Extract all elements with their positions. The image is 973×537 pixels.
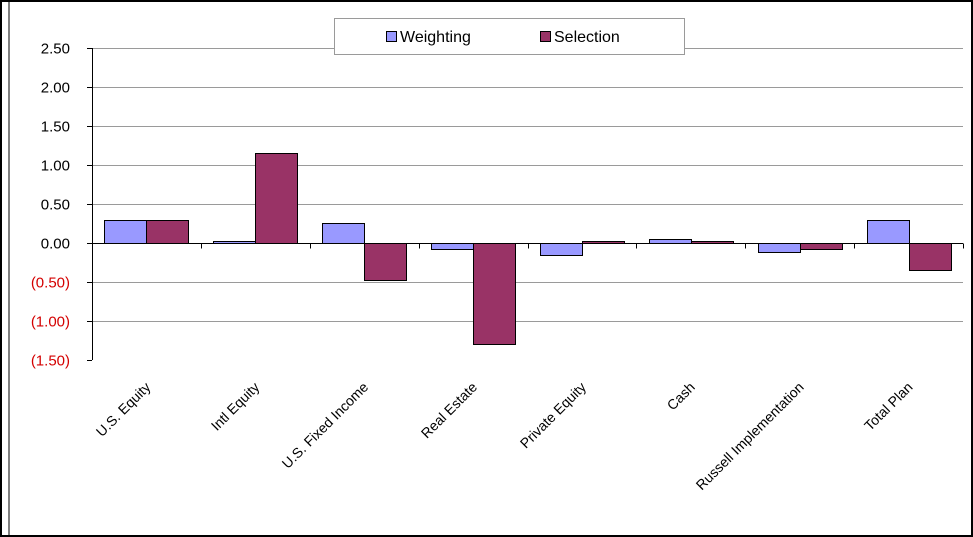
- bar-selection-4: [582, 241, 625, 244]
- y-axis-tick-labels: 2.50 2.00 1.50 1.00 0.50 0.00 (0.50) (1.00) (1.5…: [31, 41, 70, 370]
- y-tick-label: (1.50): [31, 353, 70, 370]
- bar-weighting-5: [649, 239, 692, 244]
- legend-swatch-weighting: [386, 31, 397, 42]
- legend: Weighting Selection: [334, 18, 685, 55]
- y-tick-label: (0.50): [31, 275, 70, 292]
- bar-weighting-0: [104, 220, 147, 244]
- bar-selection-0: [146, 220, 189, 244]
- bar-selection-5: [691, 241, 734, 244]
- x-category-label: Total Plan: [861, 379, 916, 434]
- gridlines: [92, 48, 963, 322]
- y-tick-label: 2.50: [41, 41, 70, 58]
- bar-weighting-4: [540, 243, 583, 256]
- x-category-label: Russell Implementation: [693, 379, 807, 493]
- x-category-label: U.S. Fixed Income: [279, 379, 372, 472]
- bar-selection-7: [909, 243, 952, 271]
- bar-weighting-6: [758, 243, 801, 253]
- legend-label-weighting: Weighting: [400, 29, 471, 46]
- y-tick-label: (1.00): [31, 314, 70, 331]
- x-category-label: Intl Equity: [208, 379, 263, 434]
- y-tick-label: 0.00: [41, 236, 70, 253]
- x-category-label: Cash: [664, 379, 698, 413]
- bar-weighting-1: [213, 241, 256, 244]
- legend-label-selection: Selection: [554, 29, 620, 46]
- y-tick-label: 1.50: [41, 119, 70, 136]
- y-tick-label: 0.50: [41, 197, 70, 214]
- x-category-label: Real Estate: [418, 379, 481, 442]
- x-category-label: Private Equity: [517, 379, 589, 451]
- y-tick-label: 2.00: [41, 80, 70, 97]
- bar-selection-3: [473, 243, 516, 345]
- y-tick-label: 1.00: [41, 158, 70, 175]
- x-category-label: U.S. Equity: [93, 379, 154, 440]
- bars: [104, 153, 952, 345]
- bar-selection-6: [800, 243, 843, 250]
- bar-weighting-3: [431, 243, 474, 250]
- bar-selection-1: [255, 153, 298, 244]
- bar-selection-2: [364, 243, 407, 281]
- x-axis-category-labels: U.S. Equity Intl Equity U.S. Fixed Income R…: [93, 379, 916, 493]
- legend-swatch-selection: [540, 31, 551, 42]
- bar-weighting-2: [322, 223, 365, 244]
- bar-weighting-7: [867, 220, 910, 244]
